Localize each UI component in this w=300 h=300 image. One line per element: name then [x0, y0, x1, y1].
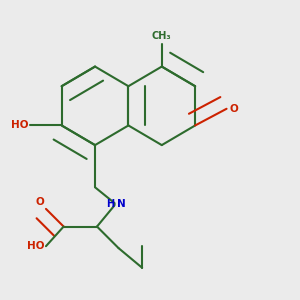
Text: O: O — [35, 197, 44, 207]
Text: HO: HO — [11, 121, 28, 130]
Text: O: O — [230, 104, 238, 114]
Text: CH₃: CH₃ — [152, 31, 172, 41]
Text: H: H — [106, 199, 115, 209]
Text: HO: HO — [26, 241, 44, 251]
Text: N: N — [117, 199, 125, 209]
